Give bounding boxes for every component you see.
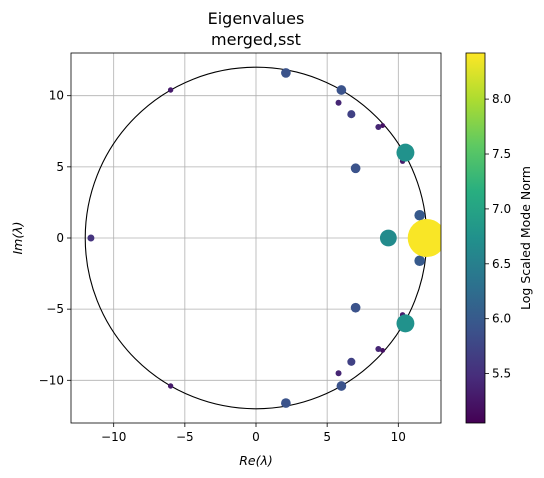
y-tick-label: −10 [39, 373, 64, 387]
colorbar-tick-label: 6.0 [492, 312, 511, 326]
axis-ticks: −10 −5 0 5 10 −10 −5 0 5 10 [39, 89, 406, 444]
x-tick-label: −5 [176, 430, 194, 444]
eigenvalue-point [396, 143, 415, 162]
eigenvalue-point [396, 314, 415, 333]
eigenvalue-point [347, 357, 356, 366]
eigenvalue-points [87, 68, 441, 408]
colorbar-tick-label: 5.5 [492, 367, 511, 381]
eigenvalue-point [336, 381, 347, 391]
chart-title-line1: Eigenvalues [208, 9, 305, 28]
eigenvalue-point [167, 383, 174, 389]
eigenvalue-point [336, 85, 347, 95]
eigenvalue-point [407, 218, 441, 258]
x-tick-label: 5 [323, 430, 331, 444]
colorbar [465, 52, 486, 424]
eigenvalue-point [347, 110, 356, 119]
colorbar-tick-label: 7.5 [492, 147, 511, 161]
eigenvalue-point [380, 123, 386, 129]
y-tick-label: 5 [56, 160, 64, 174]
eigenvalue-point [414, 209, 425, 221]
colorbar-label: Log Scaled Mode Norm [518, 166, 533, 310]
y-tick-label: 0 [56, 231, 64, 245]
x-tick-label: 10 [391, 430, 406, 444]
x-tick-label: 0 [252, 430, 260, 444]
chart-title-line2: merged,sst [211, 30, 301, 49]
y-tick-label: −5 [46, 302, 64, 316]
eigenvalue-point [380, 347, 386, 353]
eigenvalue-point [281, 68, 291, 78]
eigenvalue-point [281, 398, 291, 408]
eigenvalue-point [414, 255, 425, 267]
grid-lines [71, 53, 441, 423]
eigenvalue-point [379, 229, 397, 247]
eigenvalue-point [350, 302, 361, 313]
y-axis-label: Im(λ) [10, 221, 25, 254]
eigenvalue-point [350, 163, 361, 174]
x-axis-label: Re(λ) [239, 453, 273, 468]
eigenvalue-point [375, 124, 382, 130]
eigenvalue-point [335, 99, 342, 106]
y-tick-label: 10 [49, 89, 64, 103]
eigenvalue-point [87, 234, 95, 242]
colorbar-tick-label: 6.5 [492, 257, 511, 271]
eigenvalue-point [375, 346, 382, 352]
eigenvalue-point [335, 370, 342, 377]
colorbar-tick-label: 8.0 [492, 92, 511, 106]
colorbar-ticks: 5.5 6.0 6.5 7.0 7.5 8.0 [485, 92, 511, 381]
x-tick-label: −10 [101, 430, 126, 444]
colorbar-tick-label: 7.0 [492, 202, 511, 216]
eigenvalue-point [167, 87, 174, 93]
